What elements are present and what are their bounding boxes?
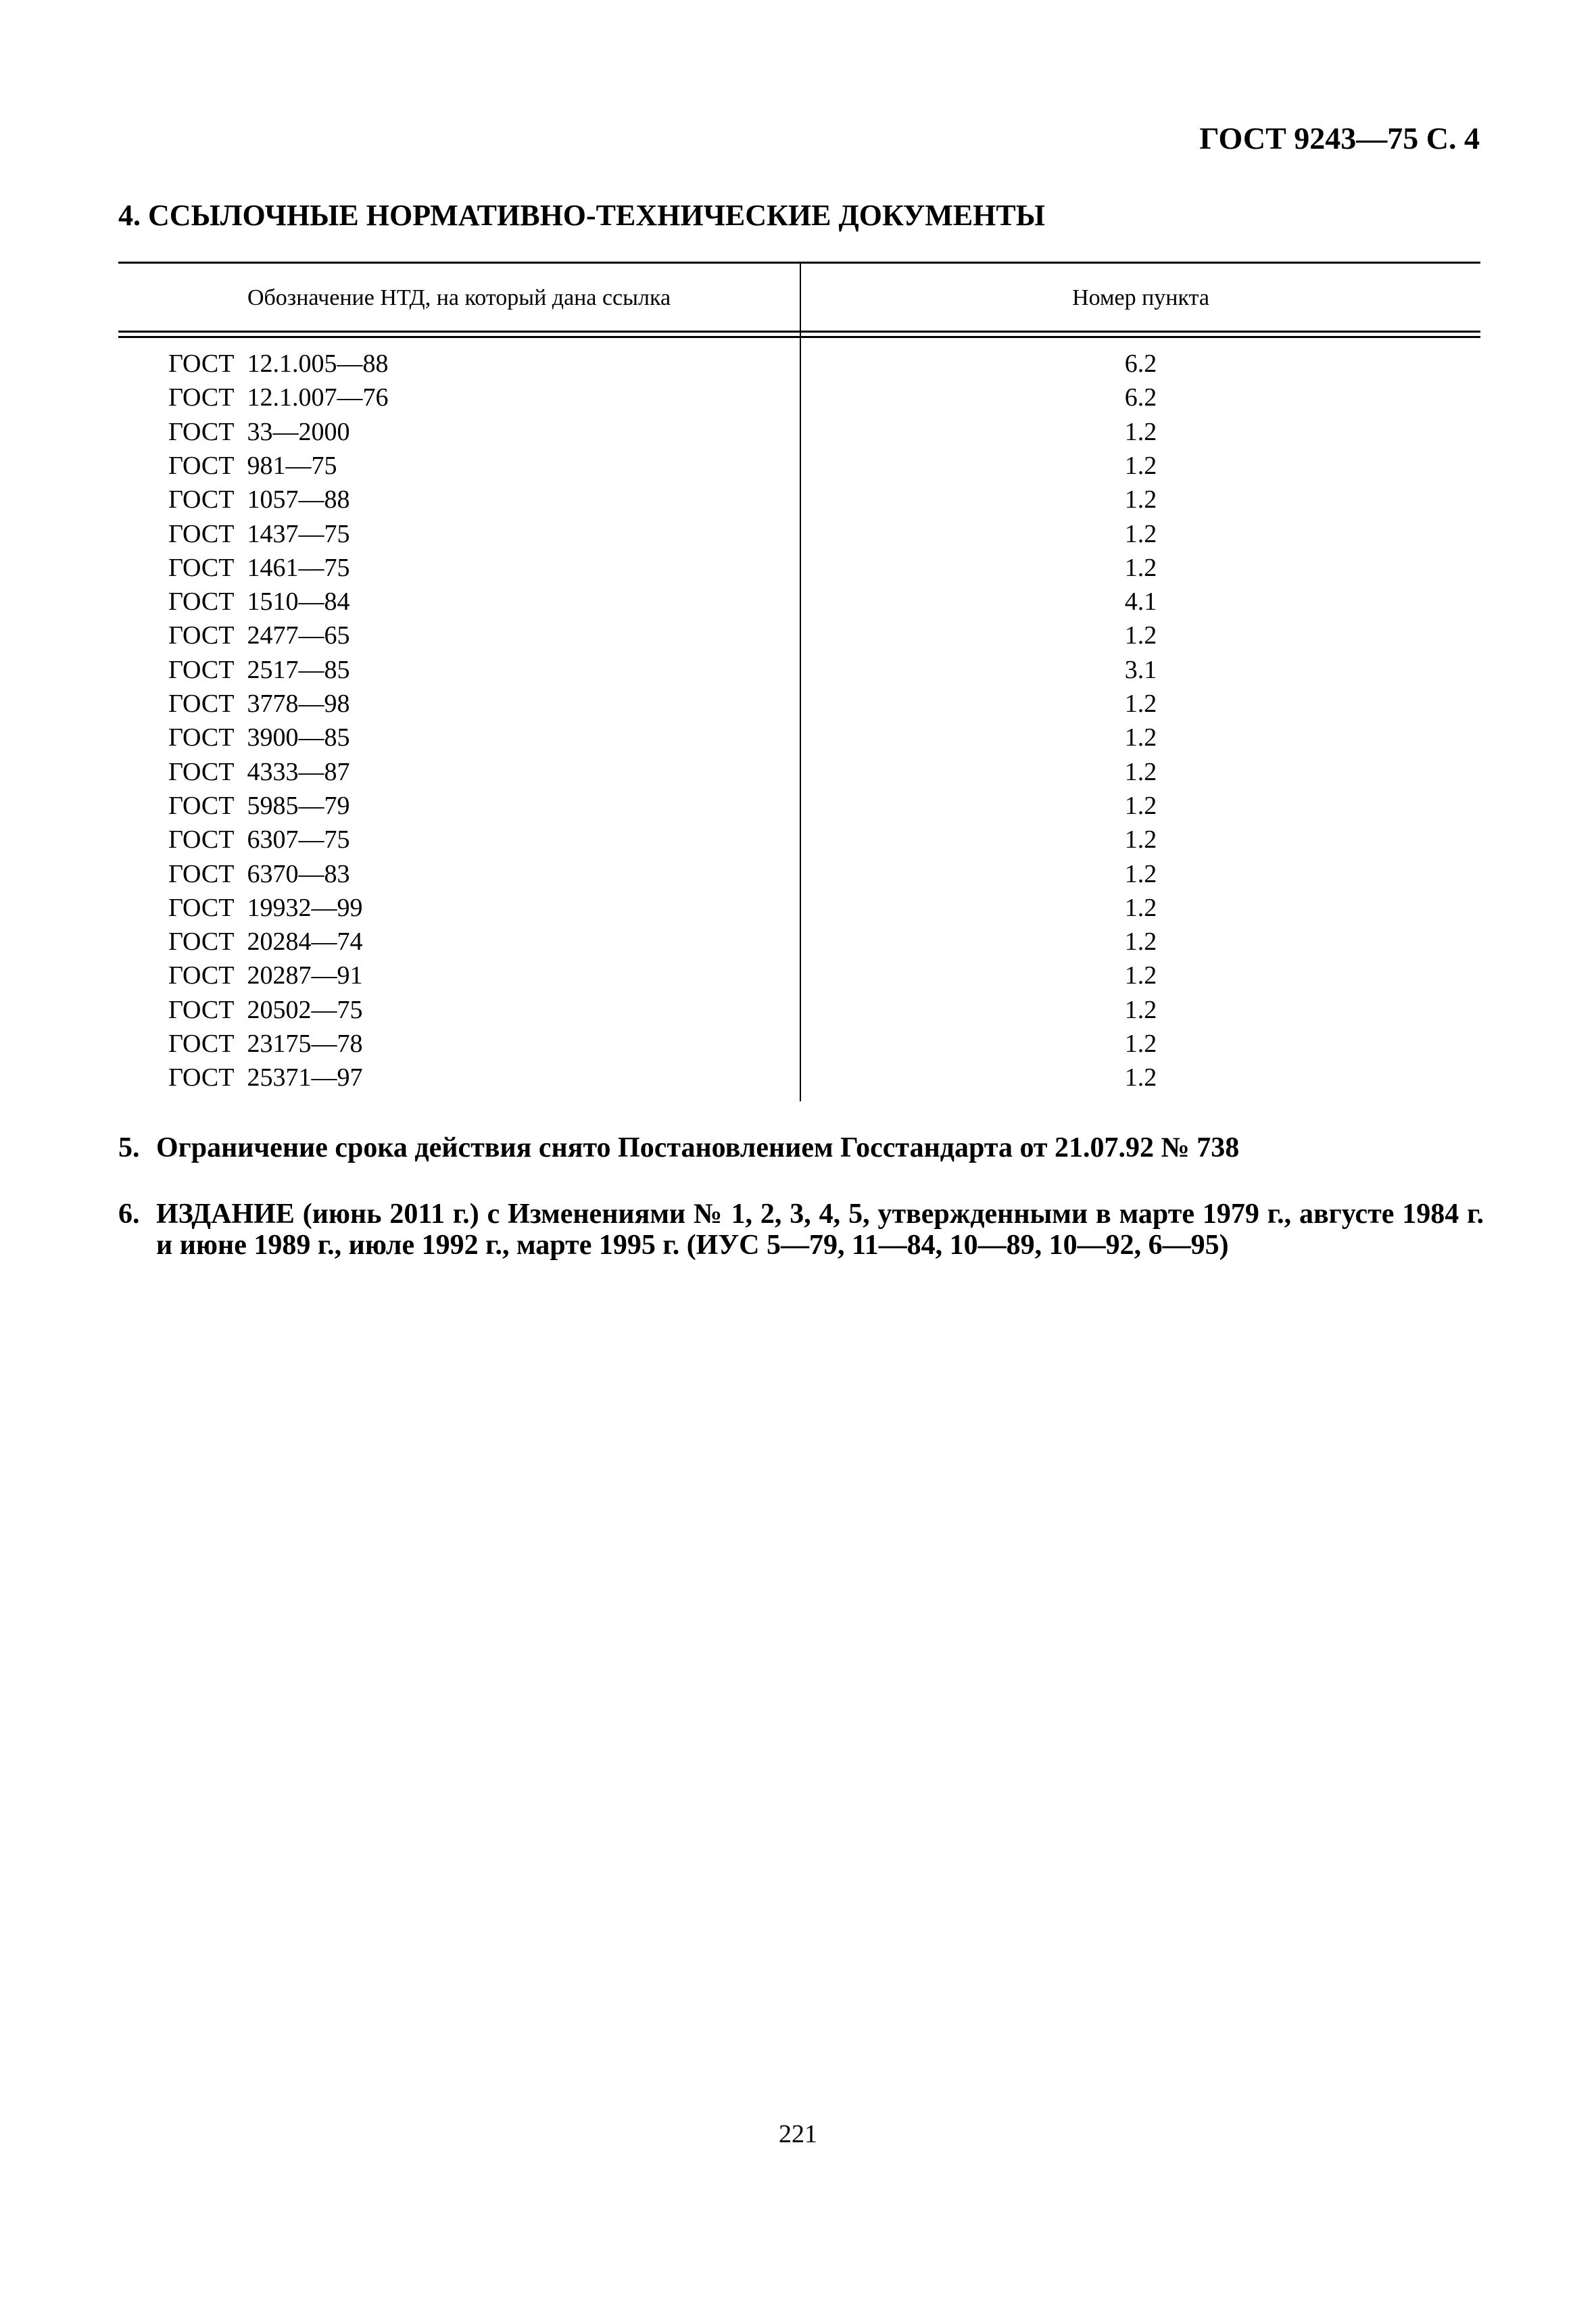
table-row: ГОСТ 19932—99 1.2 [118, 891, 1480, 925]
column-header-designation: Обозначение НТД, на который дана ссылка [247, 285, 671, 310]
designation-cell: ГОСТ 12.1.007—76 [168, 383, 389, 412]
clause-cell: 4.1 [1124, 587, 1157, 617]
clause-cell: 1.2 [1124, 995, 1157, 1024]
table-row: ГОСТ 5985—79 1.2 [118, 789, 1480, 823]
clause-cell: 1.2 [1124, 757, 1157, 786]
table-row: ГОСТ 1057—88 1.2 [118, 483, 1480, 516]
table-row: ГОСТ 4333—87 1.2 [118, 755, 1480, 789]
designation-cell: ГОСТ 3900—85 [168, 723, 350, 752]
clause-cell: 6.2 [1124, 349, 1157, 378]
designation-cell: ГОСТ 2477—65 [168, 621, 350, 650]
clause-cell: 1.2 [1124, 893, 1157, 922]
note-5: 5. Ограничение срока действия снято Пост… [118, 1132, 1484, 1163]
designation-cell: ГОСТ 1437—75 [168, 519, 350, 548]
clause-cell: 1.2 [1124, 553, 1157, 582]
clause-cell: 1.2 [1124, 519, 1157, 548]
header-rule-2 [118, 336, 1480, 338]
designation-cell: ГОСТ 19932—99 [168, 893, 363, 922]
table-top-rule [118, 262, 1480, 264]
table-row: ГОСТ 3778—98 1.2 [118, 687, 1480, 721]
table-row: ГОСТ 2517—85 3.1 [118, 653, 1480, 687]
designation-cell: ГОСТ 2517—85 [168, 655, 350, 684]
designation-cell: ГОСТ 25371—97 [168, 1063, 363, 1092]
designation-cell: ГОСТ 20287—91 [168, 961, 363, 990]
column-divider [800, 262, 801, 1101]
table-row: ГОСТ 6307—75 1.2 [118, 823, 1480, 857]
table-row: ГОСТ 20284—74 1.2 [118, 925, 1480, 959]
table-row: ГОСТ 3900—85 1.2 [118, 721, 1480, 754]
reference-table: Обозначение НТД, на который дана ссылка … [118, 262, 1480, 1101]
table-row: ГОСТ 20287—91 1.2 [118, 959, 1480, 992]
designation-cell: ГОСТ 33—2000 [168, 417, 350, 446]
clause-cell: 1.2 [1124, 451, 1157, 480]
designation-cell: ГОСТ 20284—74 [168, 927, 363, 957]
clause-cell: 1.2 [1124, 825, 1157, 854]
table-row: ГОСТ 23175—78 1.2 [118, 1027, 1480, 1061]
clause-cell: 1.2 [1124, 621, 1157, 650]
clause-cell: 1.2 [1124, 927, 1157, 957]
designation-cell: ГОСТ 6307—75 [168, 825, 350, 854]
designation-cell: ГОСТ 981—75 [168, 451, 337, 480]
running-header: ГОСТ 9243—75 С. 4 [1199, 121, 1480, 155]
table-row: ГОСТ 1510—84 4.1 [118, 585, 1480, 619]
designation-cell: ГОСТ 3778—98 [168, 690, 350, 718]
table-row: ГОСТ 12.1.005—88 6.2 [118, 347, 1480, 381]
table-row: ГОСТ 6370—83 1.2 [118, 857, 1480, 891]
designation-cell: ГОСТ 4333—87 [168, 757, 350, 786]
clause-cell: 1.2 [1124, 417, 1157, 446]
note-number: 6. [118, 1199, 140, 1230]
note-number: 5. [118, 1132, 140, 1163]
designation-cell: ГОСТ 12.1.005—88 [168, 349, 389, 378]
table-row: ГОСТ 25371—97 1.2 [118, 1061, 1480, 1094]
clause-cell: 1.2 [1124, 723, 1157, 752]
note-6: 6. ИЗДАНИЕ (июнь 2011 г.) с Изменениями … [118, 1199, 1484, 1261]
designation-cell: ГОСТ 23175—78 [168, 1030, 363, 1058]
designation-cell: ГОСТ 6370—83 [168, 859, 350, 888]
table-row: ГОСТ 2477—65 1.2 [118, 619, 1480, 652]
note-text: Ограничение срока действия снято Постано… [156, 1132, 1240, 1163]
designation-cell: ГОСТ 20502—75 [168, 995, 363, 1024]
table-row: ГОСТ 12.1.007—76 6.2 [118, 381, 1480, 414]
table-row: ГОСТ 20502—75 1.2 [118, 993, 1480, 1027]
clause-cell: 1.2 [1124, 859, 1157, 888]
clause-cell: 1.2 [1124, 791, 1157, 820]
note-text: ИЗДАНИЕ (июнь 2011 г.) с Изменениями № 1… [156, 1199, 1484, 1261]
designation-cell: ГОСТ 1057—88 [168, 485, 350, 514]
clause-cell: 1.2 [1124, 961, 1157, 990]
designation-cell: ГОСТ 5985—79 [168, 791, 350, 820]
table-row: ГОСТ 1437—75 1.2 [118, 517, 1480, 551]
clause-cell: 3.1 [1124, 655, 1157, 684]
clause-cell: 6.2 [1124, 383, 1157, 412]
section-title: 4. ССЫЛОЧНЫЕ НОРМАТИВНО-ТЕХНИЧЕСКИЕ ДОКУ… [118, 199, 1045, 232]
page-number: 221 [779, 2120, 817, 2148]
table-row: ГОСТ 33—2000 1.2 [118, 415, 1480, 449]
clause-cell: 1.2 [1124, 690, 1157, 718]
clause-cell: 1.2 [1124, 485, 1157, 514]
column-header-clause: Номер пункта [1072, 285, 1209, 310]
table-row: ГОСТ 1461—75 1.2 [118, 551, 1480, 585]
table-row: ГОСТ 981—75 1.2 [118, 449, 1480, 483]
designation-cell: ГОСТ 1510—84 [168, 587, 350, 617]
clause-cell: 1.2 [1124, 1030, 1157, 1058]
header-rule-1 [118, 331, 1480, 333]
designation-cell: ГОСТ 1461—75 [168, 553, 350, 582]
clause-cell: 1.2 [1124, 1063, 1157, 1092]
